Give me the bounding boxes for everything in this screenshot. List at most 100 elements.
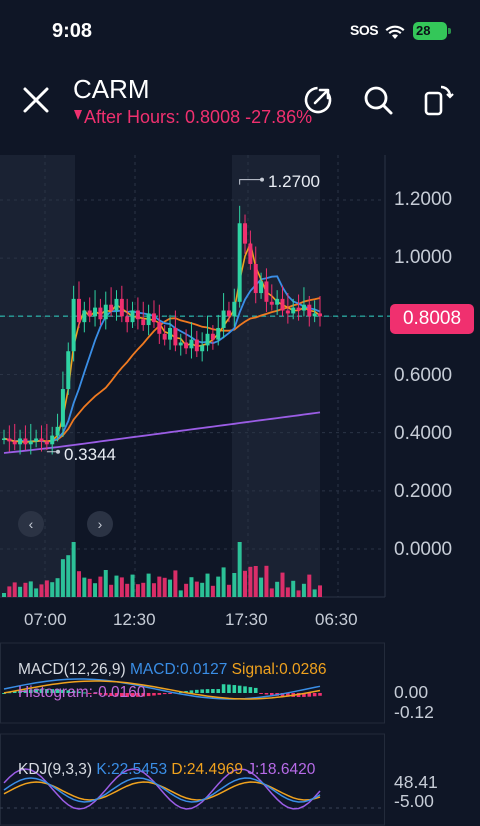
candle-body	[39, 438, 44, 442]
histogram-bar	[157, 693, 162, 695]
histogram-bar	[18, 690, 22, 693]
candle-body	[232, 301, 237, 317]
macd-axis-bottom: -0.12	[394, 702, 434, 722]
volume-bar	[18, 586, 23, 597]
histogram-bar	[168, 693, 172, 694]
candle-body	[71, 298, 76, 352]
candle-body	[82, 310, 87, 323]
volume-bar	[2, 593, 6, 597]
high-marker	[260, 177, 264, 182]
histogram-bar	[302, 693, 306, 697]
ticker-symbol: CARM	[73, 74, 150, 104]
low-price-label: 0.3344	[64, 445, 116, 464]
volume-bar	[269, 588, 274, 597]
histogram-bar	[312, 693, 317, 697]
volume-bar	[216, 576, 221, 597]
volume-bar	[103, 570, 108, 597]
histogram-bar	[253, 687, 258, 693]
ma-line-blue	[3, 275, 321, 443]
search-icon[interactable]	[362, 84, 394, 116]
histogram-bar	[98, 693, 103, 695]
rotate-icon[interactable]	[422, 84, 454, 116]
histogram-bar	[280, 693, 285, 697]
scroll-right-button[interactable]: ›	[87, 511, 113, 537]
histogram-bar	[141, 693, 146, 697]
volume-bar	[146, 573, 151, 597]
volume-bar	[151, 583, 156, 597]
histogram-bar	[195, 689, 199, 693]
share-icon[interactable]	[302, 84, 334, 116]
macd-histogram: Histogram:-0.0160	[18, 684, 146, 701]
histogram-bar	[2, 693, 6, 694]
volume-bar	[114, 575, 119, 597]
histogram-bar	[87, 693, 92, 694]
candle-body	[109, 304, 114, 311]
candlesticks	[2, 205, 322, 455]
volume-bar	[168, 579, 173, 597]
volume-bar	[34, 588, 39, 597]
panel-frame	[0, 642, 385, 724]
kdj-k-line	[3, 777, 321, 803]
histogram-bar	[34, 689, 38, 693]
y-tick-label: 0.4000	[394, 423, 453, 444]
chart-background	[0, 155, 320, 597]
volume-bar	[280, 572, 285, 597]
candle-body	[285, 310, 290, 314]
candle-body	[216, 327, 221, 340]
volume-bar	[296, 590, 301, 597]
histogram-bar	[152, 693, 156, 696]
price-chart[interactable]	[0, 150, 390, 610]
candle-body	[7, 438, 12, 442]
volume-bar	[119, 577, 124, 597]
histogram-bar	[205, 689, 210, 693]
candle-body	[275, 298, 280, 305]
volume-bar	[318, 585, 322, 597]
histogram-bar	[109, 693, 113, 697]
macd-panel[interactable]	[0, 642, 390, 726]
candle-body	[205, 333, 210, 346]
candle-body	[50, 435, 55, 445]
volume-bar	[248, 566, 253, 597]
histogram-bar	[237, 685, 242, 693]
volume-bar	[237, 542, 242, 597]
volume-bar	[173, 570, 178, 597]
chevron-right-icon: ›	[97, 516, 103, 532]
close-icon[interactable]	[20, 84, 52, 116]
candle-body	[34, 438, 39, 442]
volume-bar	[66, 555, 71, 597]
candle-body	[237, 223, 242, 302]
candle-body	[312, 313, 317, 317]
candle-body	[189, 339, 194, 349]
status-time: 9:08	[52, 20, 93, 42]
candle-body	[221, 310, 226, 328]
candle-body	[243, 223, 248, 244]
candle-body	[114, 298, 119, 311]
scroll-left-button[interactable]: ‹	[18, 511, 44, 537]
histogram-bar	[82, 692, 87, 694]
candle-body	[151, 313, 156, 323]
histogram-bar	[221, 684, 226, 693]
candle-body	[301, 304, 306, 311]
volume-bar	[205, 573, 210, 597]
candle-body	[173, 327, 178, 346]
status-sos: SOS	[350, 22, 379, 38]
histogram-bar	[50, 689, 55, 693]
histogram-bar	[248, 687, 253, 693]
candle-body	[2, 438, 6, 440]
macd-legend: MACD(12,26,9) MACD:0.0127 Signal:0.0286	[18, 661, 326, 679]
histogram-bar	[103, 693, 108, 696]
volume-bar	[98, 576, 103, 597]
kdj-axis-bottom: -5.00	[394, 791, 434, 811]
volume-bar	[307, 574, 312, 597]
panel-frame	[0, 733, 385, 826]
y-tick-label: 0.0000	[394, 539, 453, 560]
volume-bar	[93, 583, 98, 597]
histogram-bar	[55, 689, 60, 693]
histogram-bar	[216, 689, 221, 693]
candle-body	[248, 243, 253, 264]
volume-bar	[39, 584, 44, 597]
kdj-panel[interactable]	[0, 733, 390, 826]
candle-body	[28, 441, 33, 445]
candle-body	[119, 298, 124, 317]
signal-line	[3, 680, 321, 700]
